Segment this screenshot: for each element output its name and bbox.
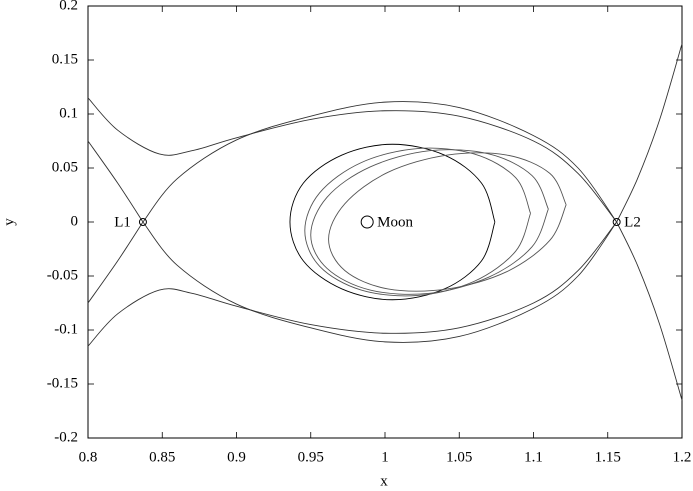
y-tick-label: 0 <box>71 213 79 229</box>
y-tick-label: 0.1 <box>59 105 78 121</box>
orbit-curve <box>328 152 567 292</box>
orbit-curve <box>142 221 618 343</box>
orbit-curve <box>87 97 618 223</box>
x-axis-label: x <box>380 473 388 489</box>
y-tick-label: 0.15 <box>52 51 78 67</box>
orbit-curve <box>87 221 618 347</box>
x-tick-label: 1.15 <box>595 449 621 465</box>
y-tick-label: -0.1 <box>54 321 78 337</box>
x-tick-label: 0.85 <box>149 449 175 465</box>
x-tick-label: 0.95 <box>298 449 324 465</box>
y-tick-label: 0.05 <box>52 159 78 175</box>
y-tick-label: 0.2 <box>59 0 78 13</box>
point-label: L1 <box>114 214 131 230</box>
x-tick-label: 0.8 <box>79 449 98 465</box>
orbit-curve <box>142 101 618 223</box>
x-tick-label: 1.2 <box>673 449 692 465</box>
x-tick-label: 1 <box>381 449 389 465</box>
point-marker <box>612 218 621 226</box>
point-marker <box>360 215 374 229</box>
y-tick-label: -0.05 <box>47 267 78 283</box>
x-tick-label: 1.05 <box>446 449 472 465</box>
orbit-curve <box>304 147 531 297</box>
x-tick-label: 1.1 <box>524 449 543 465</box>
y-tick-label: -0.15 <box>47 375 78 391</box>
y-tick-label: -0.2 <box>54 429 78 445</box>
orbit-curve <box>616 221 683 401</box>
orbit-curve <box>310 149 549 295</box>
point-label: Moon <box>377 214 413 230</box>
x-tick-label: 0.9 <box>227 449 246 465</box>
orbit-curve <box>616 43 683 223</box>
orbit-curve <box>87 140 144 223</box>
point-label: L2 <box>624 214 641 230</box>
orbit-curve <box>87 221 144 304</box>
point-marker <box>138 218 147 226</box>
y-axis-label: y <box>1 218 17 226</box>
